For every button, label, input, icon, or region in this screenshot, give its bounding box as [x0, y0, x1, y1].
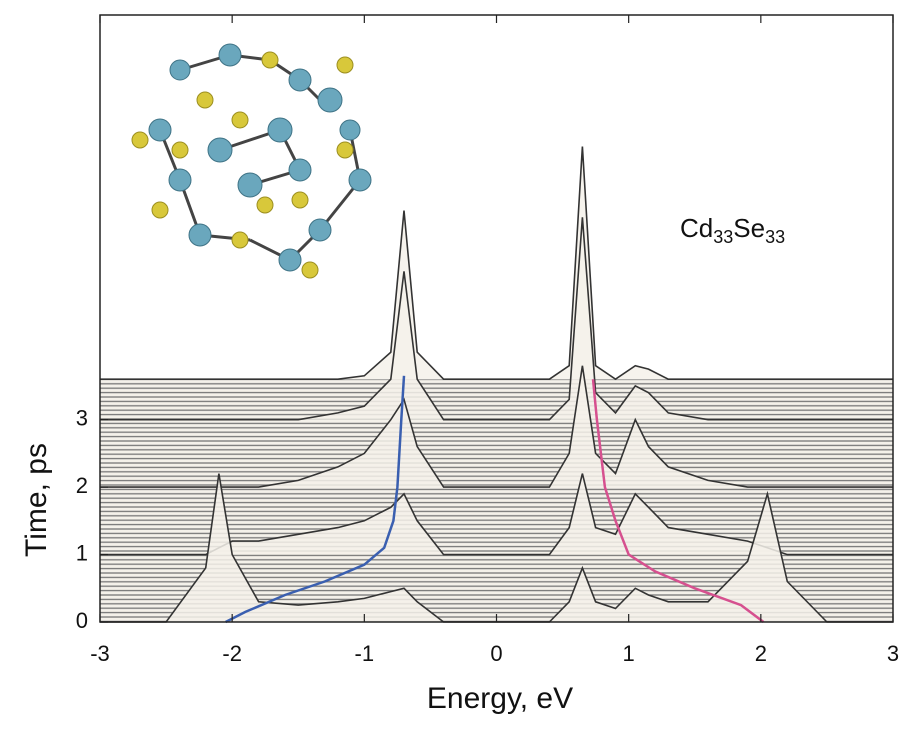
- annotation: Cd33Se33: [680, 213, 785, 247]
- x-tick-label: 1: [623, 641, 635, 666]
- annotation-subscript: 33: [713, 227, 733, 247]
- y-tick-label: 1: [76, 540, 88, 565]
- y-tick-label: 3: [76, 405, 88, 430]
- plot-area: [100, 147, 893, 623]
- x-tick-label: -1: [355, 641, 375, 666]
- x-tick-label: 3: [887, 641, 899, 666]
- spectrum-fill: [100, 147, 893, 380]
- spectrum: [100, 147, 893, 380]
- x-tick-label: 0: [490, 641, 502, 666]
- y-tick-label: 2: [76, 473, 88, 498]
- annotation-part: Cd: [680, 213, 713, 243]
- annotation-subscript: 33: [765, 227, 785, 247]
- y-tick-label: 0: [76, 608, 88, 633]
- page: {"chart_data": { "type": "waterfall", "x…: [0, 0, 905, 725]
- molecule-inset: [132, 44, 371, 278]
- x-tick-label: -3: [90, 641, 110, 666]
- annotation-part: Se: [733, 213, 765, 243]
- x-axis-title: Energy, eV: [427, 682, 573, 715]
- x-tick-label: -2: [222, 641, 242, 666]
- x-tick-label: 2: [755, 641, 767, 666]
- chart: Cd33Se33 Energy, eV Time, ps -3-2-101230…: [0, 0, 905, 725]
- y-axis-title: Time, ps: [20, 443, 53, 557]
